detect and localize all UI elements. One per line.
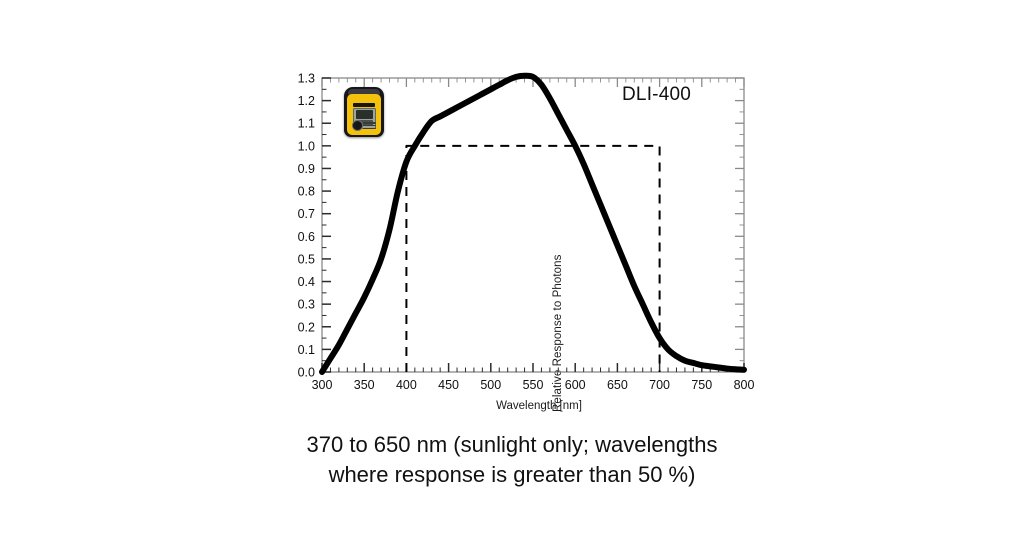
y-tick-label: 0.8 [298, 185, 315, 199]
y-tick-label: 0.7 [298, 207, 315, 221]
y-tick-label: 0.1 [298, 343, 315, 357]
y-tick-label: 1.0 [298, 139, 315, 153]
figure-caption: 370 to 650 nm (sunlight only; wavelength… [0, 430, 1024, 490]
plot-area: 300 350 400 450 500 550 600 650 700 750 800 0.0 0.1 0… [298, 72, 755, 393]
device-brand-strip [353, 102, 375, 107]
y-tick-label: 1.2 [298, 94, 315, 108]
x-axis-label: Wavelength [nm] [270, 400, 770, 412]
x-tick-label: 500 [480, 378, 501, 392]
y-tick-label: 0.2 [298, 320, 315, 334]
plot-frame [321, 77, 745, 373]
y-tick-label: 0.3 [298, 298, 315, 312]
y-tick-label: 0.4 [298, 275, 315, 289]
device-lcd-digits [355, 110, 373, 119]
x-tick-label: 800 [734, 378, 755, 392]
dli-400-light-meter-photo [344, 87, 384, 137]
y-tick-label: 0.9 [298, 162, 315, 176]
y-tick-label: 1.1 [298, 117, 315, 131]
x-tick-label: 700 [649, 378, 670, 392]
y-tick-label: 1.3 [298, 72, 315, 86]
x-axis-label-text: Wavelength [nm] [496, 400, 582, 412]
response-curve [319, 72, 747, 375]
spectral-response-chart: Relative Response to Photons 300 350 400 45… [270, 62, 770, 422]
x-tick-label: 450 [438, 378, 459, 392]
caption-line-1: 370 to 650 nm (sunlight only; wavelength… [306, 432, 718, 457]
device-face [347, 94, 381, 135]
x-tick-label: 550 [523, 378, 544, 392]
y-tick-label: 0.0 [298, 366, 315, 380]
y-tick-label: 0.6 [298, 230, 315, 244]
x-tick-label: 350 [354, 378, 375, 392]
x-tick-label: 300 [312, 378, 333, 392]
x-tick-label: 650 [607, 378, 628, 392]
device-label-text [363, 122, 376, 131]
series-annotation-dli400: DLI-400 [622, 84, 691, 105]
par-reference-dashed-line [405, 144, 661, 372]
y-tick-label: 0.5 [298, 252, 315, 266]
device-top-cap [348, 89, 380, 95]
device-logo-badge [352, 120, 363, 131]
x-tick-label: 400 [396, 378, 417, 392]
x-tick-label: 750 [691, 378, 712, 392]
x-tick-label: 600 [565, 378, 586, 392]
caption-line-2: where response is greater than 50 %) [328, 462, 696, 487]
